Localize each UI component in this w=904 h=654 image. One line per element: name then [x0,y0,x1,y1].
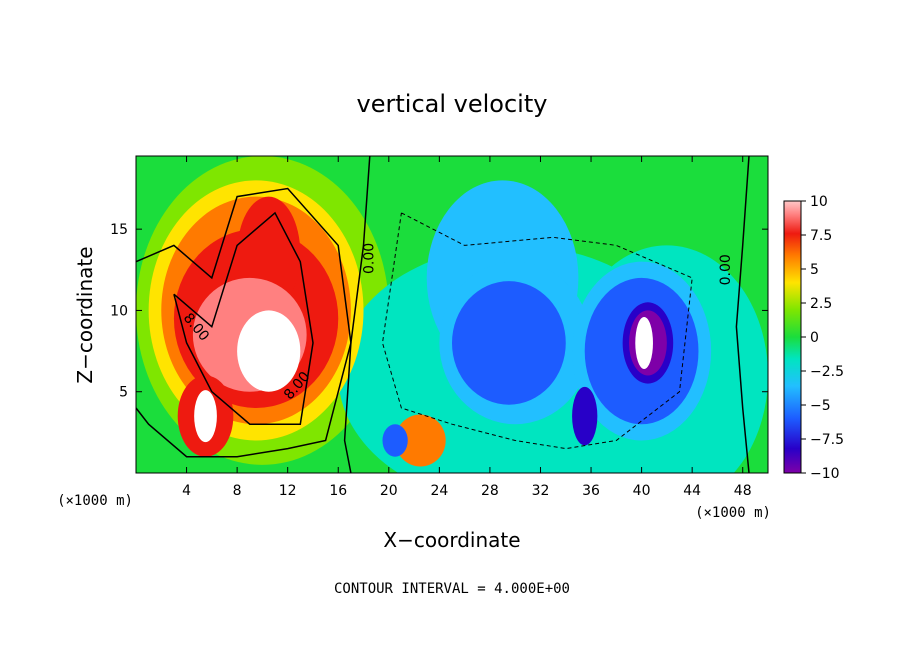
colorbar-tick-label: 0 [810,330,819,346]
x-axis: 4 8 12 16 20 24 28 32 36 40 44 48 [182,156,752,499]
x-tick-label: 32 [532,483,550,499]
colorbar-tick-label: 2.5 [810,296,832,312]
field-band [635,316,653,369]
field-band [452,281,566,405]
x-tick-label: 48 [734,483,752,499]
zero-contour [136,187,352,458]
colorbar: 10 7.5 5 2.5 0 −2.5 −5 −7.5 −10 [783,194,844,482]
x-unit-right: (×1000 m) [695,505,771,521]
field-band [572,386,598,446]
plot-area: 8.008.000.00 0.00 [136,156,768,473]
zero-contour [735,156,750,473]
x-tick-label: 44 [683,483,701,499]
y-axis-label: Z−coordinate [73,246,97,383]
x-tick-label: 40 [633,483,651,499]
contour-interval-note: CONTOUR INTERVAL = 4.000E+00 [334,581,570,597]
x-tick-label: 20 [380,483,398,499]
field-band [194,390,217,443]
x-tick-label: 8 [233,483,242,499]
chart-title: vertical velocity [357,90,548,118]
field-band [395,414,446,467]
x-tick-label: 12 [279,483,297,499]
field-band [237,310,301,392]
negative-contour [381,212,693,450]
colorbar-tick-label: 7.5 [810,228,832,244]
contour-label: 0.00 [718,254,734,285]
colorbar-tick-label: 5 [810,262,819,278]
colorbar-tick-label: −2.5 [810,364,844,380]
y-tick-label: 15 [110,222,128,238]
plot-frame [135,155,769,474]
contour-label: 0.00 [362,243,378,274]
x-tick-label: 24 [430,483,448,499]
x-tick-label: 36 [582,483,600,499]
x-tick-label: 16 [329,483,347,499]
colorbar-tick-label: −7.5 [810,432,844,448]
x-tick-label: 4 [182,483,191,499]
colorbar-tick-label: −5 [810,398,831,414]
field-band [382,424,408,457]
colorbar-ticks: 10 7.5 5 2.5 0 −2.5 −5 −7.5 −10 [801,194,844,482]
x-tick-label: 28 [481,483,499,499]
velocity-field [136,156,768,473]
colorbar-gradient [783,200,802,474]
eight-contour [173,211,314,425]
y-axis: 5 10 15 [110,222,768,401]
colorbar-tick-label: 10 [810,194,828,210]
colorbar-tick-label: −10 [810,466,840,482]
y-tick-label: 5 [119,385,128,401]
y-tick-label: 10 [110,303,128,319]
x-unit-left: (×1000 m) [57,493,133,509]
x-axis-label: X−coordinate [383,528,520,552]
